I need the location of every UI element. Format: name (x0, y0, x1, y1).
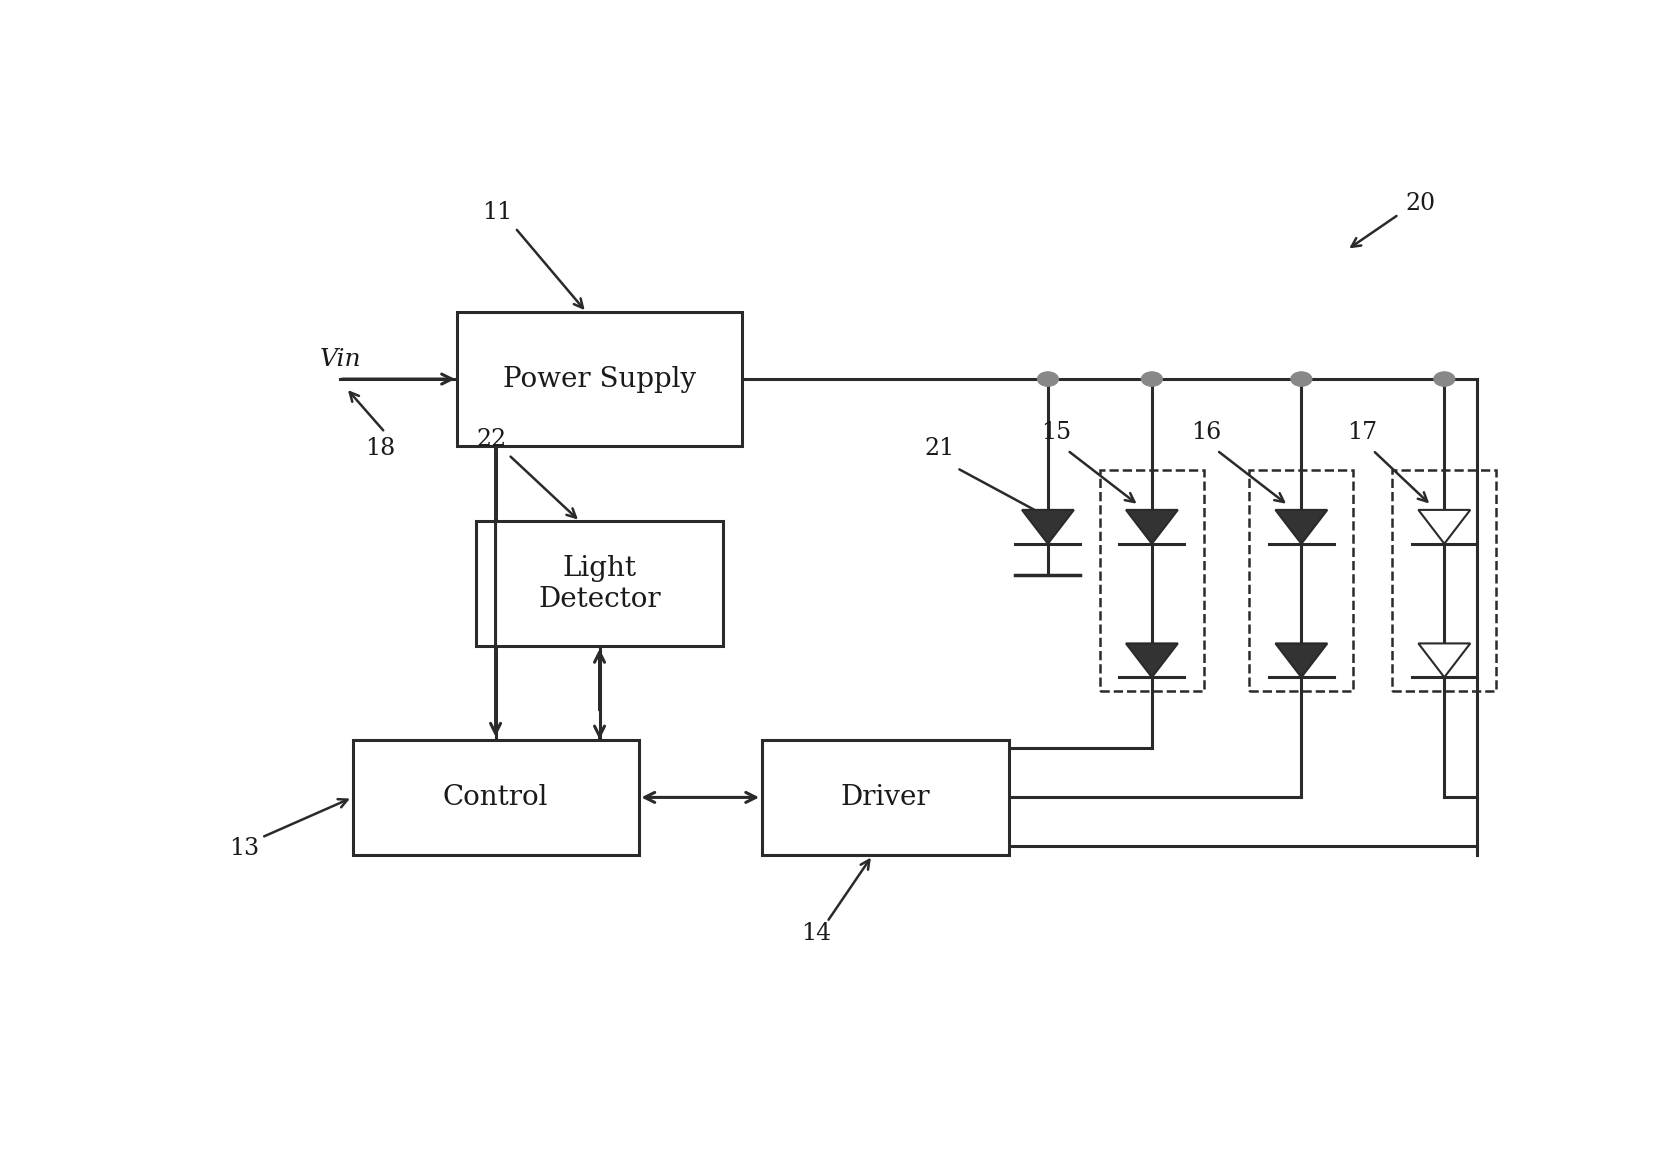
Text: Vin: Vin (320, 348, 362, 371)
Polygon shape (1276, 644, 1327, 677)
Text: 22: 22 (476, 428, 506, 451)
Polygon shape (1419, 644, 1471, 677)
FancyBboxPatch shape (476, 521, 723, 646)
Text: 21: 21 (924, 437, 954, 460)
Polygon shape (1419, 510, 1471, 543)
Polygon shape (1276, 510, 1327, 543)
Text: Driver: Driver (840, 784, 931, 810)
Polygon shape (1125, 644, 1177, 677)
Text: 13: 13 (230, 837, 260, 860)
Circle shape (1038, 372, 1058, 386)
Text: Power Supply: Power Supply (503, 365, 696, 393)
Text: 11: 11 (483, 201, 513, 224)
Circle shape (1291, 372, 1311, 386)
Circle shape (1434, 372, 1454, 386)
FancyBboxPatch shape (456, 312, 743, 446)
Circle shape (1142, 372, 1162, 386)
Text: Light
Detector: Light Detector (538, 555, 661, 613)
Polygon shape (1125, 510, 1177, 543)
Text: 20: 20 (1405, 192, 1436, 215)
Text: Control: Control (443, 784, 548, 810)
Polygon shape (1021, 510, 1073, 543)
Text: 14: 14 (802, 921, 832, 944)
Text: 16: 16 (1191, 421, 1221, 444)
Text: 15: 15 (1041, 421, 1072, 444)
FancyBboxPatch shape (352, 740, 639, 855)
Text: 17: 17 (1347, 421, 1377, 444)
FancyBboxPatch shape (761, 740, 1010, 855)
Text: 18: 18 (366, 437, 396, 460)
